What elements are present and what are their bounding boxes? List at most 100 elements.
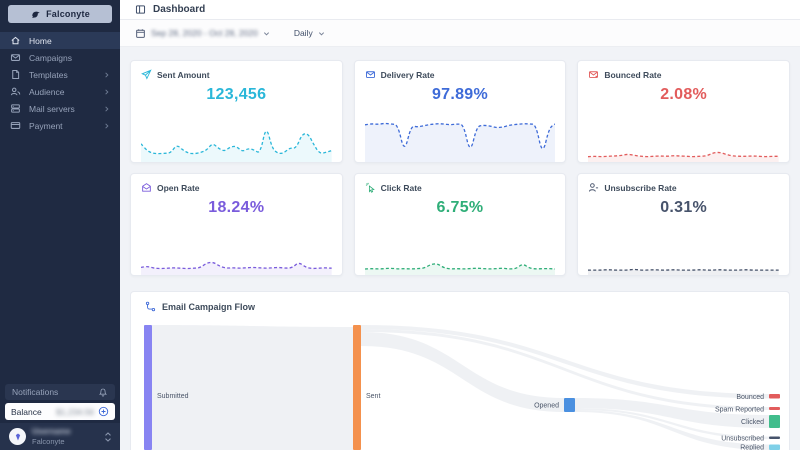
card-sent-amount: Sent Amount 123,456	[130, 60, 343, 163]
card-title: Bounced Rate	[604, 69, 662, 80]
add-funds-icon[interactable]	[98, 406, 109, 417]
page-title: Dashboard	[153, 4, 206, 15]
svg-text:Sent: Sent	[366, 393, 380, 400]
notifications-button[interactable]: Notifications	[5, 384, 115, 400]
notifications-label: Notifications	[12, 387, 59, 397]
sidebar-item-payment[interactable]: Payment	[0, 117, 120, 134]
bell-icon	[98, 387, 108, 398]
unsubscribe-rate-sparkline	[588, 268, 779, 275]
sankey-node-submitted	[144, 325, 152, 450]
svg-text:Opened: Opened	[534, 403, 559, 410]
balance-row[interactable]: Balance $1,234.56	[5, 403, 115, 420]
sidebar-item-mail-servers[interactable]: Mail servers	[0, 100, 120, 117]
sidebar-item-label: Mail servers	[29, 103, 75, 114]
metric-value: 123,456	[206, 86, 267, 103]
home-icon	[10, 35, 21, 46]
chevron-right-icon	[103, 88, 110, 96]
card-title: Sent Amount	[157, 69, 210, 80]
metric-value: 97.89%	[431, 86, 489, 103]
card-header: Sent Amount	[141, 69, 332, 80]
chevron-up-down-icon	[104, 431, 112, 443]
svg-text:Unsubscribed: Unsubscribed	[721, 436, 764, 443]
sankey-node-opened	[564, 398, 575, 412]
users-icon	[10, 86, 21, 97]
chevron-down-icon	[318, 30, 325, 37]
sankey-node-bounced	[769, 394, 780, 399]
balance-value: $1,234.56	[56, 406, 94, 417]
open-rate-sparkline	[141, 261, 332, 275]
metric-value: 0.31%	[660, 199, 708, 216]
sidebar-item-audience[interactable]: Audience	[0, 83, 120, 100]
email-campaign-flow-card: Email Campaign Flow Submitted Sent Opened B…	[130, 291, 790, 450]
calendar-icon	[135, 28, 146, 39]
bounced-rate-sparkline	[588, 151, 779, 162]
svg-text:Bounced: Bounced	[736, 394, 764, 401]
dashboard-icon	[135, 4, 146, 15]
card-title: Delivery Rate	[380, 69, 435, 80]
paper-plane-icon	[141, 69, 152, 80]
card-header: Bounced Rate	[588, 69, 779, 80]
sankey-node-replied	[769, 444, 780, 450]
card-title: Open Rate	[157, 182, 200, 193]
main-area: Dashboard Sep 28, 2020 - Oct 28, 2020 Da…	[120, 0, 800, 450]
delivery-rate-sparkline	[364, 122, 556, 162]
sidebar-nav: Home Campaigns Templates	[0, 32, 120, 134]
metric-value: 6.75%	[436, 199, 484, 216]
card-header: Open Rate	[141, 182, 332, 193]
sidebar-item-label: Home	[29, 35, 52, 46]
cursor-click-icon	[365, 182, 376, 193]
click-rate-sparkline	[364, 263, 556, 275]
sidebar-item-label: Payment	[29, 120, 63, 131]
card-click-rate: Click Rate 6.75%	[353, 173, 567, 276]
card-title: Unsubscribe Rate	[604, 182, 677, 193]
dashboard-content: Sent Amount 123,456 Delivery Rate 97.89%	[120, 47, 800, 450]
envelope-icon	[365, 69, 376, 80]
sankey-node-spam-reported	[769, 407, 780, 410]
metric-value: 2.08%	[660, 86, 708, 103]
envelope-open-icon	[141, 182, 152, 193]
sidebar-item-templates[interactable]: Templates	[0, 66, 120, 83]
sent-amount-sparkline	[141, 130, 332, 162]
card-header: Click Rate	[365, 182, 556, 193]
account-switcher[interactable]: Username Falconyte	[0, 423, 120, 450]
sidebar-item-label: Audience	[29, 86, 65, 97]
sidebar-item-label: Campaigns	[29, 52, 72, 63]
interval-value: Daily	[293, 28, 313, 38]
chevron-right-icon	[103, 71, 110, 79]
user-name: Username	[32, 426, 71, 436]
sidebar-item-campaigns[interactable]: Campaigns	[0, 49, 120, 66]
email-campaign-flow-sankey: Submitted Sent Opened Bounced Spam Reported C…	[144, 325, 780, 450]
envelope-bounce-icon	[588, 69, 599, 80]
interval-select[interactable]: Daily	[294, 28, 325, 38]
card-title: Click Rate	[380, 182, 422, 193]
card-delivery-rate: Delivery Rate 97.89%	[353, 60, 567, 163]
user-minus-icon	[588, 182, 599, 193]
sankey-node-clicked	[769, 415, 780, 428]
sidebar-item-label: Templates	[29, 69, 68, 80]
toolbar: Sep 28, 2020 - Oct 28, 2020 Daily	[120, 20, 800, 47]
balance-label: Balance	[11, 406, 42, 417]
credit-card-icon	[10, 120, 21, 131]
card-bounced-rate: Bounced Rate 2.08%	[577, 60, 790, 163]
metric-cards-grid: Sent Amount 123,456 Delivery Rate 97.89%	[130, 60, 790, 276]
card-open-rate: Open Rate 18.24%	[130, 173, 343, 276]
falconyte-logo-icon	[30, 9, 41, 20]
sankey-node-unsubscribed	[769, 436, 780, 439]
user-meta: Username Falconyte	[32, 427, 71, 446]
flow-icon	[145, 301, 156, 312]
page-header: Dashboard	[120, 0, 800, 20]
sidebar-item-home[interactable]: Home	[0, 32, 120, 49]
card-header: Unsubscribe Rate	[588, 182, 779, 193]
brand-name: Falconyte	[46, 9, 90, 19]
date-range-picker[interactable]: Sep 28, 2020 - Oct 28, 2020	[135, 28, 270, 39]
brand-logo[interactable]: Falconyte	[8, 5, 112, 23]
avatar	[9, 428, 26, 445]
svg-text:Replied: Replied	[740, 445, 764, 450]
document-icon	[10, 69, 21, 80]
chevron-down-icon	[263, 30, 270, 37]
sidebar: Falconyte Home Campaigns Templates	[0, 0, 120, 450]
date-range-value: Sep 28, 2020 - Oct 28, 2020	[151, 28, 258, 38]
sidebar-bottom: Notifications Balance $1,234.56 Username	[0, 384, 120, 450]
server-icon	[10, 103, 21, 114]
